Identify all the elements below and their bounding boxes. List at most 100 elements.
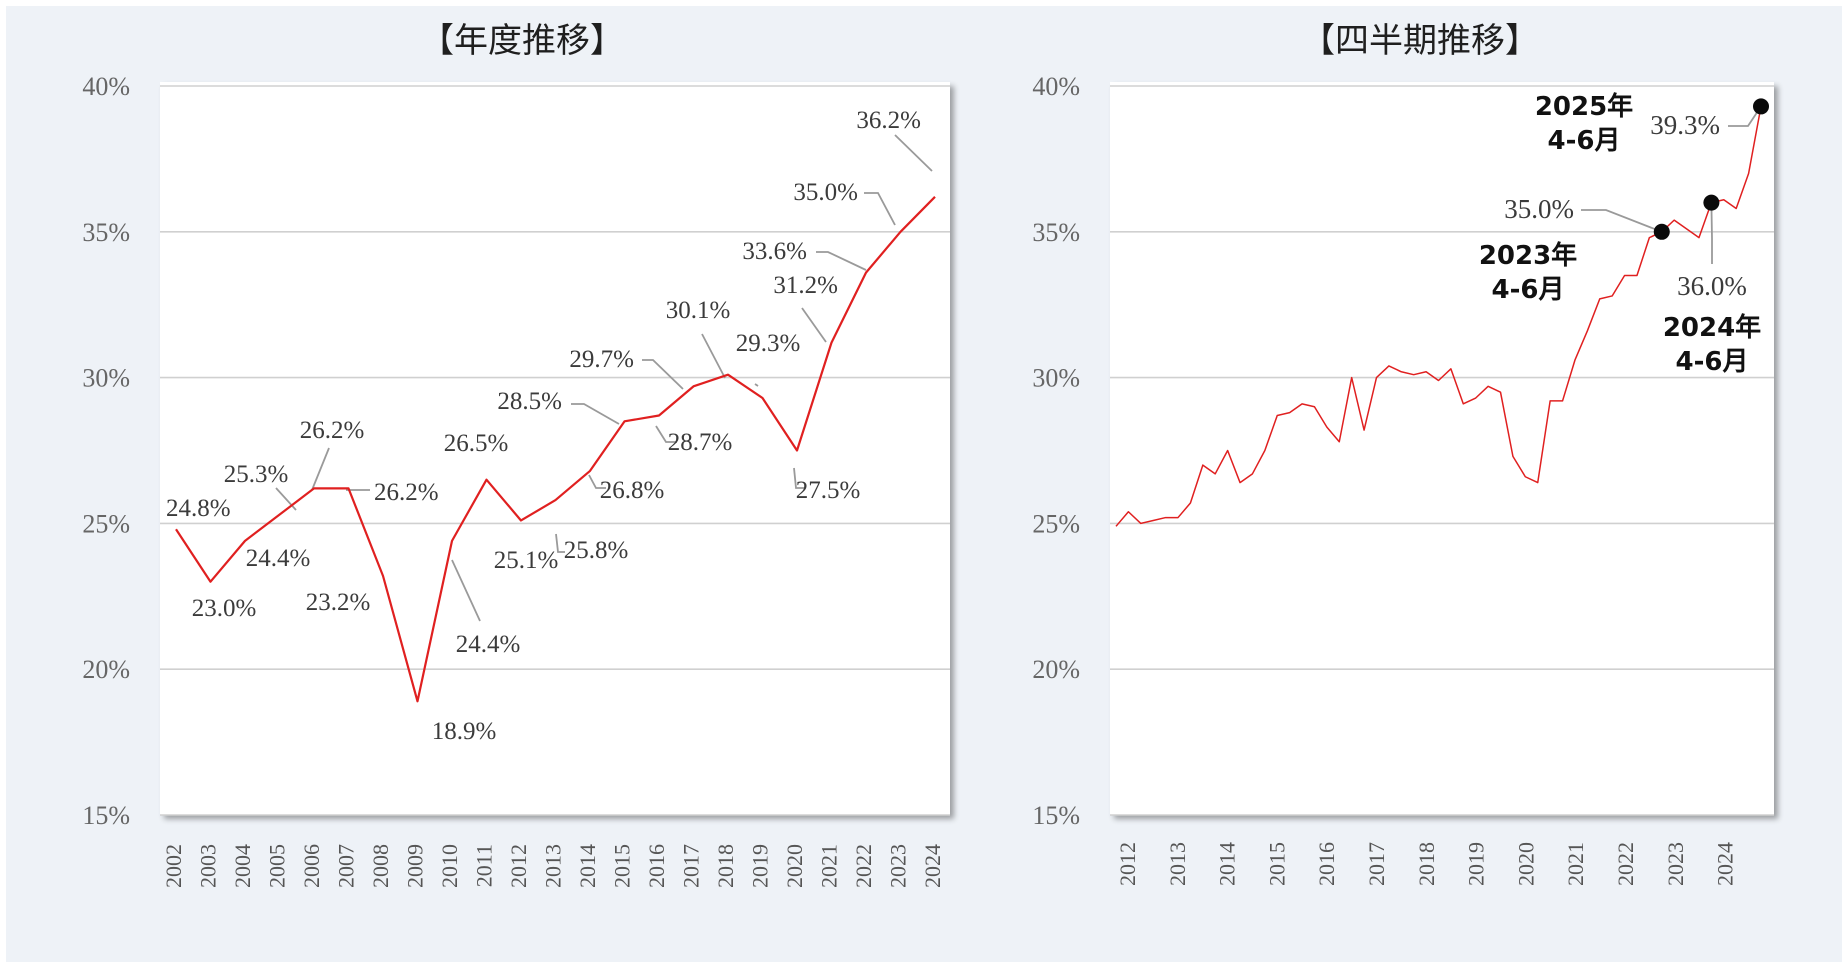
y-tick-label: 25% bbox=[82, 509, 130, 538]
annual-plot-area bbox=[160, 82, 950, 815]
data-label: 25.8% bbox=[564, 537, 629, 564]
x-tick-label: 2012 bbox=[506, 844, 531, 888]
callout-marker bbox=[1753, 98, 1769, 115]
quarterly-chart: 【四半期推移】 15% 20% 25% 30% 35% 40% 2012 2013 2014 2… bbox=[1032, 21, 1774, 886]
leader-line bbox=[588, 474, 606, 489]
leader-line bbox=[642, 359, 684, 390]
leader-line bbox=[816, 251, 867, 271]
annual-chart: 【年度推移】 15% 20% 25% 30% 35% 40% 2002 2003 2004 20… bbox=[82, 21, 950, 888]
leader-line bbox=[655, 425, 677, 443]
x-tick-label: 2017 bbox=[679, 844, 704, 888]
callout-leader-line bbox=[1581, 209, 1663, 233]
x-tick-label: 2024 bbox=[1713, 842, 1738, 886]
x-tick-label: 2015 bbox=[1264, 842, 1289, 886]
x-tick-label: 2018 bbox=[1414, 842, 1439, 886]
callout-period-label: 4-6月 bbox=[1548, 126, 1621, 156]
data-label: 28.5% bbox=[497, 388, 562, 415]
data-label: 25.3% bbox=[224, 461, 289, 488]
x-tick-label: 2021 bbox=[817, 844, 842, 888]
quarterly-series-line bbox=[1115, 106, 1762, 527]
annual-series-line bbox=[175, 196, 936, 703]
x-tick-label: 2024 bbox=[920, 844, 945, 888]
data-label: 26.2% bbox=[300, 417, 365, 444]
data-label: 27.5% bbox=[796, 477, 861, 504]
callout-period-label: 4-6月 bbox=[1676, 347, 1749, 377]
x-tick-label: 2011 bbox=[472, 844, 497, 887]
leader-line bbox=[701, 333, 726, 379]
y-tick-label: 30% bbox=[82, 364, 130, 393]
x-tick-label: 2009 bbox=[403, 844, 428, 888]
x-tick-label: 2013 bbox=[541, 844, 566, 888]
x-tick-label: 2010 bbox=[437, 844, 462, 888]
x-tick-label: 2014 bbox=[1215, 842, 1240, 886]
callout-year-label: 2024年 bbox=[1663, 312, 1761, 343]
x-tick-label: 2020 bbox=[1513, 842, 1538, 886]
x-tick-label: 2008 bbox=[368, 844, 393, 888]
y-tick-label: 35% bbox=[1032, 218, 1080, 247]
y-tick-label: 40% bbox=[82, 72, 130, 101]
data-label: 30.1% bbox=[666, 297, 731, 324]
x-tick-label: 2019 bbox=[1464, 842, 1489, 886]
data-label: 28.7% bbox=[668, 429, 733, 456]
y-tick-label: 15% bbox=[82, 801, 130, 830]
figure-background: 【年度推移】 15% 20% 25% 30% 35% 40% 2002 2003 2004 20… bbox=[6, 6, 1842, 962]
data-label: 26.8% bbox=[600, 477, 665, 504]
leader-line bbox=[571, 403, 620, 425]
callout-year-label: 2025年 bbox=[1535, 91, 1633, 122]
data-label: 33.6% bbox=[742, 238, 807, 265]
y-tick-label: 25% bbox=[1032, 509, 1080, 538]
x-tick-label: 2022 bbox=[1613, 842, 1638, 886]
callout-marker bbox=[1653, 223, 1670, 240]
x-tick-label: 2016 bbox=[1314, 842, 1339, 886]
x-tick-label: 2023 bbox=[1663, 842, 1688, 886]
callout-period-label: 4-6月 bbox=[1492, 275, 1565, 305]
x-tick-label: 2003 bbox=[196, 844, 221, 888]
data-label: 35.0% bbox=[793, 179, 858, 206]
x-tick-label: 2006 bbox=[299, 844, 324, 888]
callout-marker bbox=[1703, 194, 1720, 211]
data-label: 25.1% bbox=[494, 547, 559, 574]
data-label: 36.2% bbox=[856, 107, 921, 134]
leader-line bbox=[801, 307, 827, 343]
data-label: 23.0% bbox=[192, 595, 257, 622]
x-tick-label: 2015 bbox=[610, 844, 635, 888]
y-tick-label: 20% bbox=[1032, 655, 1080, 684]
y-tick-label: 20% bbox=[82, 655, 130, 684]
callout-year-label: 2023年 bbox=[1479, 240, 1577, 271]
callout-leader-line bbox=[1710, 202, 1713, 264]
data-label: 26.5% bbox=[444, 430, 509, 457]
x-tick-label: 2005 bbox=[265, 844, 290, 888]
data-label: 31.2% bbox=[773, 272, 838, 299]
y-tick-label: 35% bbox=[82, 218, 130, 247]
x-tick-label: 2018 bbox=[713, 844, 738, 888]
charts-canvas: 【年度推移】 15% 20% 25% 30% 35% 40% 2002 2003 2004 20… bbox=[82, 21, 1774, 888]
data-label: 23.2% bbox=[306, 589, 371, 616]
callout-value-label: 35.0% bbox=[1504, 194, 1574, 224]
leader-line bbox=[555, 533, 565, 553]
callout-value-label: 39.3% bbox=[1650, 110, 1720, 140]
y-tick-label: 30% bbox=[1032, 364, 1080, 393]
x-tick-label: 2014 bbox=[575, 844, 600, 888]
x-tick-label: 2020 bbox=[782, 844, 807, 888]
y-tick-label: 40% bbox=[1032, 72, 1080, 101]
leader-line bbox=[451, 559, 481, 622]
leader-line bbox=[275, 487, 297, 511]
annual-chart-title: 【年度推移】 bbox=[420, 21, 624, 61]
data-label: 26.2% bbox=[374, 479, 439, 506]
x-tick-label: 2017 bbox=[1364, 842, 1389, 886]
x-tick-label: 2002 bbox=[161, 844, 186, 888]
leader-line bbox=[864, 192, 896, 226]
quarterly-plot-area bbox=[1110, 82, 1774, 815]
data-label: 24.4% bbox=[456, 631, 521, 658]
x-tick-label: 2013 bbox=[1165, 842, 1190, 886]
x-tick-label: 2021 bbox=[1563, 842, 1588, 886]
leader-line bbox=[894, 134, 933, 172]
data-label: 24.8% bbox=[166, 495, 231, 522]
quarterly-chart-title: 【四半期推移】 bbox=[1301, 21, 1539, 61]
leader-line bbox=[311, 447, 330, 491]
x-tick-label: 2022 bbox=[851, 844, 876, 888]
callout-value-label: 36.0% bbox=[1677, 271, 1747, 301]
x-tick-label: 2019 bbox=[748, 844, 773, 888]
leader-line bbox=[754, 383, 759, 387]
x-tick-label: 2004 bbox=[230, 844, 255, 888]
